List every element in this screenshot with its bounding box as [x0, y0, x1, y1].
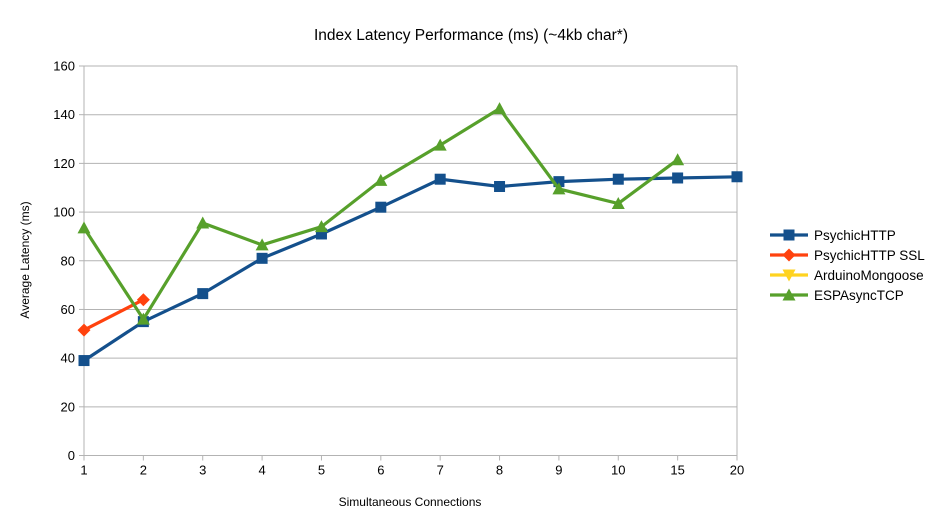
- triangle-up-marker: [671, 153, 685, 166]
- diamond-marker: [136, 293, 150, 307]
- triangle-up-marker: [552, 182, 566, 195]
- square-marker: [553, 176, 565, 188]
- x-tick-label: 5: [318, 463, 325, 478]
- y-tick-label: 60: [61, 302, 75, 317]
- series-espasynctcp: [77, 102, 685, 325]
- triangle-up-marker: [255, 238, 269, 251]
- triangle-up-marker: [374, 173, 388, 186]
- x-tick-label: 4: [258, 463, 265, 478]
- x-tick-label: 8: [496, 463, 503, 478]
- y-axis-tick-labels: 0 20 40 60 80 100 120 140 160: [53, 59, 75, 464]
- diamond-marker: [782, 248, 796, 262]
- series-line: [83, 175, 738, 362]
- y-tick-label: 100: [53, 205, 75, 220]
- x-tick-label: 15: [670, 463, 684, 478]
- y-tick-label: 120: [53, 156, 75, 171]
- legend: PsychicHTTP PsychicHTTP SSL ArduinoMongoos…: [770, 228, 925, 303]
- x-axis-title: Simultaneous Connections: [339, 495, 482, 509]
- legend-item-arduinomongoose: ArduinoMongoose: [770, 268, 924, 283]
- square-marker: [434, 173, 446, 185]
- x-tick-label: 9: [555, 463, 562, 478]
- x-tick-label: 6: [377, 463, 384, 478]
- y-tick-label: 160: [53, 59, 75, 74]
- triangle-up-marker: [782, 288, 796, 301]
- triangle-up-marker: [493, 102, 507, 115]
- x-tick-label: 20: [730, 463, 744, 478]
- triangle-up-marker: [433, 138, 447, 151]
- square-marker: [256, 252, 268, 264]
- square-marker: [612, 173, 624, 185]
- x-tick-label: 10: [611, 463, 625, 478]
- triangle-up-marker: [136, 312, 150, 325]
- data-series: [77, 102, 743, 367]
- y-tick-label: 0: [68, 448, 75, 463]
- diamond-marker: [77, 323, 91, 337]
- triangle-up-marker: [611, 197, 625, 210]
- x-tick-label: 7: [437, 463, 444, 478]
- series-line: [82, 106, 679, 323]
- y-tick-label: 40: [61, 351, 75, 366]
- x-tick-label: 1: [80, 463, 87, 478]
- square-marker: [375, 201, 387, 213]
- gridlines: [84, 65, 737, 456]
- y-tick-label: 140: [53, 107, 75, 122]
- triangle-up-marker: [196, 216, 210, 229]
- legend-label: PsychicHTTP SSL: [814, 248, 925, 263]
- legend-label: ArduinoMongoose: [814, 268, 924, 283]
- chart-title: Index Latency Performance (ms) (~4kb cha…: [314, 27, 628, 44]
- legend-label: PsychicHTTP: [814, 228, 896, 243]
- legend-item-psychichttp-ssl: PsychicHTTP SSL: [770, 248, 925, 263]
- series-psychichttp: [78, 171, 743, 367]
- legend-item-espasynctcp: ESPAsyncTCP: [770, 288, 904, 303]
- y-axis-title: Average Latency (ms): [18, 201, 32, 318]
- y-tick-label: 20: [61, 399, 75, 414]
- square-marker: [78, 355, 90, 367]
- legend-item-psychichttp: PsychicHTTP: [770, 228, 896, 243]
- square-marker: [494, 181, 506, 193]
- square-marker: [197, 288, 209, 300]
- square-marker: [672, 172, 684, 184]
- legend-label: ESPAsyncTCP: [814, 288, 904, 303]
- square-marker: [731, 171, 743, 183]
- triangle-down-marker: [782, 269, 796, 282]
- y-tick-label: 80: [61, 253, 75, 268]
- x-axis-tick-labels: 1 2 3 4 5 6 7 8 9 10 15 20: [80, 463, 744, 478]
- x-tick-label: 2: [140, 463, 147, 478]
- triangle-up-marker: [77, 221, 91, 234]
- square-marker: [315, 228, 327, 240]
- triangle-up-marker: [314, 220, 328, 233]
- square-marker: [783, 229, 795, 241]
- x-tick-label: 3: [199, 463, 206, 478]
